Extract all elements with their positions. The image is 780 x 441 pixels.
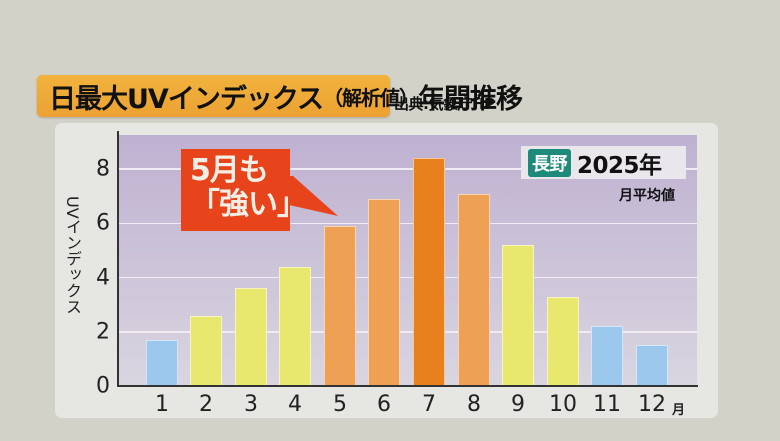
x-tick-label: 7: [422, 392, 436, 417]
x-tick-label: 9: [511, 392, 525, 417]
location-badge: 長野: [528, 148, 571, 177]
y-tick-label: 6: [96, 210, 110, 236]
bar-month-1: [146, 339, 178, 386]
source-label: 出典:気象庁HP: [394, 95, 495, 113]
legend-box: 長野 2025年: [521, 146, 686, 179]
gridline: [119, 222, 697, 225]
chart-title-banner: 日最大UVインデックス （解析値） 年間推移: [37, 75, 523, 117]
x-tick-label: 12: [638, 392, 666, 417]
title-main: 日最大UVインデックス: [49, 83, 324, 115]
x-tick-label: 6: [377, 392, 391, 417]
x-axis-line: [117, 385, 698, 387]
bar-month-9: [502, 245, 534, 386]
year-label: 2025年: [577, 152, 662, 179]
y-tick-label: 2: [96, 319, 110, 345]
y-tick-label: 4: [96, 265, 110, 291]
callout-annotation: 5月も 「強い」: [181, 149, 307, 231]
bar-month-5: [324, 226, 356, 386]
x-tick-label: 11: [593, 392, 621, 417]
bar-month-8: [458, 193, 490, 386]
x-tick-label: 8: [467, 392, 481, 417]
callout-line-1: 5月も: [190, 153, 269, 188]
gridline: [119, 276, 697, 279]
y-axis-line: [117, 131, 119, 387]
x-tick-label: 2: [199, 392, 213, 417]
title-tail: 年間推移: [418, 83, 523, 115]
bar-month-10: [547, 296, 579, 386]
y-tick-label: 8: [96, 156, 110, 182]
gridline: [119, 168, 697, 170]
x-axis-unit: 月: [672, 403, 686, 418]
x-tick-label: 3: [244, 392, 258, 417]
bar-month-6: [368, 199, 400, 386]
bar-month-3: [235, 288, 267, 386]
average-note: 月平均値: [619, 188, 675, 204]
bar-month-4: [279, 266, 311, 386]
callout-line-2: 「強い」: [190, 187, 307, 222]
bar-month-11: [591, 326, 623, 386]
gridline: [119, 331, 697, 333]
bar-month-7: [413, 158, 445, 386]
x-tick-label: 10: [549, 392, 577, 417]
x-tick-label: 5: [333, 392, 347, 417]
x-tick-label: 4: [288, 392, 302, 417]
x-tick-label: 1: [155, 392, 169, 417]
title-paren: （解析値）: [323, 85, 419, 110]
bar-month-12: [636, 345, 668, 386]
bar-month-2: [190, 315, 222, 386]
y-tick-label: 0: [96, 373, 110, 399]
y-axis-label: UVインデックス: [63, 196, 82, 315]
